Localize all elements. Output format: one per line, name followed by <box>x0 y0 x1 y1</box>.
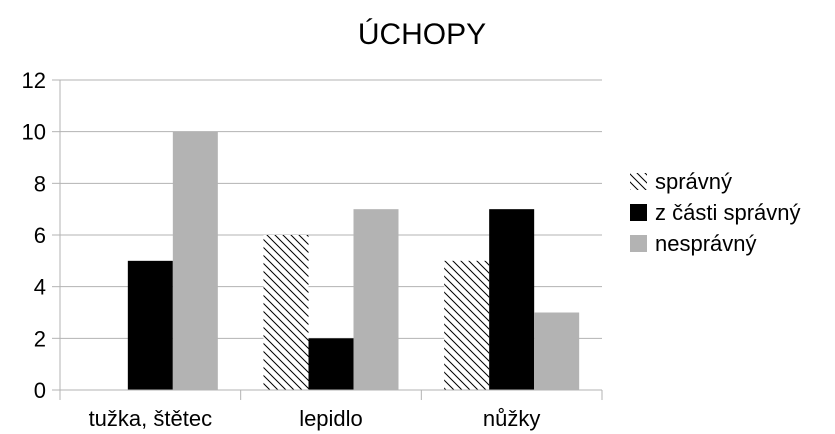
bar-3-2 <box>353 209 399 390</box>
legend-label-3: nesprávný <box>655 231 757 256</box>
legend-label-1: správný <box>655 169 732 194</box>
y-axis-ticks: 0 2 4 6 8 10 12 <box>22 68 60 403</box>
bar-3-3 <box>534 312 580 390</box>
bar-3-1 <box>172 131 218 390</box>
legend: správný z části správný nesprávný <box>630 169 801 256</box>
bars <box>127 131 580 390</box>
x-category-label: lepidlo <box>299 406 363 431</box>
x-category-label: tužka, štětec <box>89 406 213 431</box>
bar-1-2 <box>263 235 309 390</box>
bar-1-3 <box>444 260 490 390</box>
y-tick-label: 12 <box>22 68 46 93</box>
chart-title: ÚCHOPY <box>358 18 486 51</box>
x-category-label: nůžky <box>483 406 540 431</box>
y-tick-label: 10 <box>22 120 46 145</box>
y-tick-label: 6 <box>34 223 46 248</box>
legend-swatch-2 <box>630 204 647 221</box>
y-tick-label: 8 <box>34 171 46 196</box>
x-axis-labels: tužka, štětec lepidlo nůžky <box>59 390 603 431</box>
y-tick-label: 2 <box>34 326 46 351</box>
legend-label-2: z části správný <box>655 200 801 225</box>
bar-2-3 <box>489 209 535 390</box>
legend-swatch-3 <box>630 235 647 252</box>
bar-2-1 <box>127 260 173 390</box>
y-tick-label: 4 <box>34 275 46 300</box>
legend-swatch-1 <box>630 173 647 190</box>
bar-2-2 <box>308 338 354 390</box>
y-tick-label: 0 <box>34 378 46 403</box>
